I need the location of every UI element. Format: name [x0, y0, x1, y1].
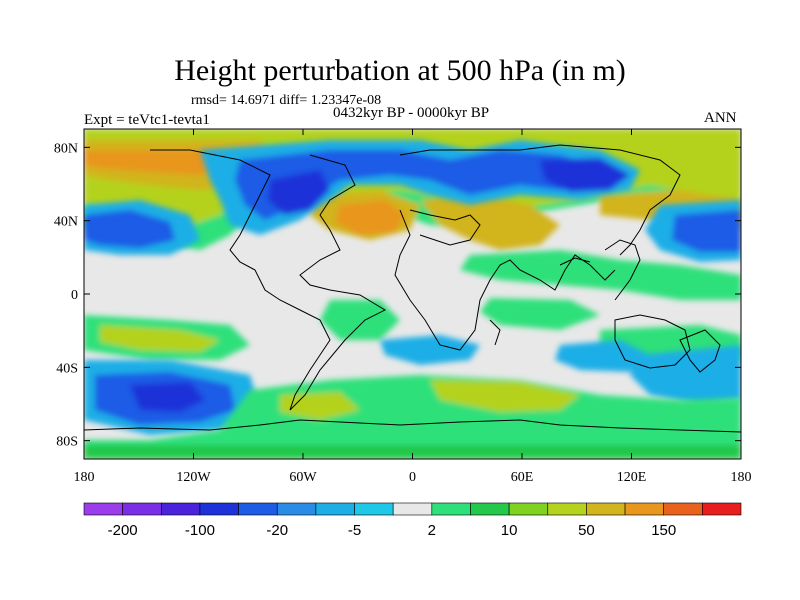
colorbar-swatch — [431, 502, 471, 516]
colorbar-swatch — [624, 502, 665, 516]
colorbar-label: 50 — [578, 522, 595, 539]
colorbar: -200 -100 -20 -5 2 10 50 150 — [83, 502, 742, 539]
americas-west-coast — [150, 149, 331, 411]
colorbar-swatch — [199, 502, 239, 516]
colorbar-swatch — [470, 502, 510, 516]
colorbar-swatch — [663, 502, 703, 516]
southeast-asia-coast — [604, 239, 641, 301]
latitude-axis: 80N 40N 0 40S 80S — [54, 141, 741, 450]
experiment-label: Expt = teVtc1-tevta1 — [84, 112, 210, 128]
colorbar-swatch — [354, 502, 394, 516]
indian-ocean-band — [480, 298, 600, 330]
indian-ocean-low — [555, 340, 650, 372]
mediterranean-coast — [409, 209, 481, 246]
americas-east-coast — [289, 154, 387, 411]
lon-tick-label: 60E — [511, 470, 534, 485]
southern-high-band-core — [430, 380, 580, 412]
colorbar-swatch — [702, 502, 742, 516]
colorbar-swatch — [586, 502, 626, 516]
colorbar-label: -100 — [185, 522, 215, 539]
coastlines — [84, 144, 741, 433]
south-atlantic-low — [380, 335, 480, 365]
colorbar-swatch — [238, 502, 278, 516]
colorbar-label: 150 — [651, 522, 676, 539]
eurasia-high — [420, 195, 560, 250]
colorbar-label: -20 — [266, 522, 288, 539]
eurasia-north-coast — [399, 144, 681, 256]
south-pacific-low-core — [130, 382, 205, 412]
colorbar-swatch — [160, 502, 201, 516]
lat-tick-label: 40S — [56, 361, 78, 376]
rmsd-diff-stats: rmsd= 14.6971 diff= 1.23347e-08 — [191, 93, 382, 108]
colorbar-swatch — [547, 502, 587, 516]
east-pacific-low-core — [672, 210, 741, 252]
lon-tick-label: 180 — [731, 470, 752, 485]
longitude-axis: 180 120W 60W 0 60E 120E 180 — [74, 129, 752, 485]
colorbar-swatch — [122, 502, 162, 516]
south-atlantic-band — [320, 300, 400, 340]
australia-coast — [614, 314, 691, 369]
north-atlantic-high-core — [335, 200, 405, 235]
period-label: 0432kyr BP - 0000kyr BP — [332, 105, 490, 121]
antarctica-coast — [84, 419, 741, 433]
south-australia-low — [630, 345, 741, 405]
north-america-low-core — [268, 170, 330, 215]
indian-subcontinent-coast — [559, 257, 591, 266]
height-perturbation-field — [84, 129, 741, 459]
north-pacific-high-core — [84, 150, 230, 175]
lon-tick-label: 180 — [74, 470, 95, 485]
madagascar-coast — [489, 319, 501, 346]
colorbar-swatch — [392, 502, 433, 516]
south-pacific-band-core — [100, 325, 220, 352]
antarctic-band — [84, 445, 741, 459]
lat-tick-label: 40N — [54, 215, 78, 230]
lon-tick-label: 120E — [617, 470, 647, 485]
lon-tick-label: 60W — [289, 470, 317, 485]
colorbar-label: -200 — [108, 522, 138, 539]
lon-tick-label: 0 — [409, 470, 416, 485]
colorbar-label: 10 — [501, 522, 518, 539]
drake-passage-high — [280, 392, 360, 420]
colorbar-label: 2 — [428, 522, 436, 539]
colorbar-label: -5 — [348, 522, 361, 539]
colorbar-swatch — [276, 502, 317, 516]
lat-tick-label: 80S — [56, 435, 78, 450]
season-label: ANN — [704, 110, 737, 126]
colorbar-swatch — [315, 502, 355, 516]
lat-tick-label: 80N — [54, 141, 78, 156]
lat-tick-label: 0 — [71, 288, 78, 303]
new-zealand-coast — [679, 329, 721, 373]
colorbar-swatch — [83, 502, 123, 516]
plot-title: Height perturbation at 500 hPa (in m) — [174, 54, 626, 87]
siberia-low-core — [540, 158, 630, 192]
colorbar-swatch — [508, 502, 549, 516]
arctic-low-mid — [235, 150, 610, 220]
lon-tick-label: 120W — [176, 470, 211, 485]
west-pacific-low-core — [84, 210, 175, 248]
